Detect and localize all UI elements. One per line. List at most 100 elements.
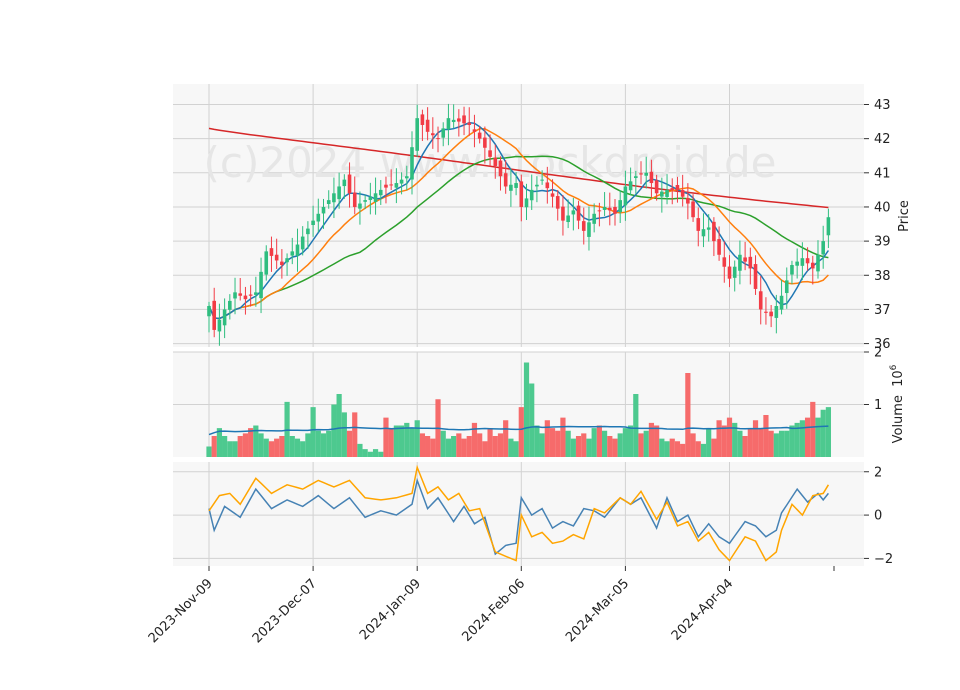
volume-bar xyxy=(409,428,415,457)
candle-body xyxy=(373,193,378,202)
volume-bar xyxy=(461,438,467,457)
candle-body xyxy=(524,198,529,208)
volume-bar xyxy=(331,404,337,457)
volume-bar xyxy=(268,441,275,457)
candle-body xyxy=(316,213,321,222)
y-tick-label: 43 xyxy=(874,98,891,113)
candle-body xyxy=(712,221,716,242)
candle-body xyxy=(259,271,263,299)
volume-bar xyxy=(648,422,655,457)
candle-body xyxy=(457,118,461,122)
volume-bar xyxy=(242,433,249,457)
ma-mid-line xyxy=(208,128,829,320)
y-tick-label: −2 xyxy=(874,552,893,567)
candle-body xyxy=(332,193,336,203)
volume-bar xyxy=(716,420,722,457)
volume-bar xyxy=(425,436,431,457)
volume-bar xyxy=(518,407,524,457)
candle-body xyxy=(571,210,576,215)
volume-bar xyxy=(222,436,228,457)
oscillator-grid xyxy=(173,462,864,566)
volume-bar xyxy=(794,422,800,457)
candle-body xyxy=(363,200,367,202)
candle-body xyxy=(602,206,607,210)
y-tick-label: 0 xyxy=(874,509,882,524)
volume-bar xyxy=(690,433,696,457)
candle-body xyxy=(670,188,675,190)
volume-bar xyxy=(784,430,790,457)
candle-body xyxy=(701,229,706,237)
y-tick-label: 36 xyxy=(874,337,891,352)
volume-bar xyxy=(346,430,353,457)
candle-body xyxy=(228,300,232,310)
candle-body xyxy=(425,119,430,132)
candle-body xyxy=(628,181,633,191)
candle-body xyxy=(493,157,498,166)
candle-body xyxy=(764,311,768,313)
candle-body xyxy=(790,265,794,275)
candle-body xyxy=(509,184,513,191)
candle-body xyxy=(503,173,508,187)
volume-bar xyxy=(508,438,514,457)
candle-body xyxy=(561,206,565,221)
ma-long-line xyxy=(208,127,829,209)
volume-bar xyxy=(773,433,779,457)
candle-body xyxy=(326,200,331,205)
candle-body xyxy=(691,201,695,218)
volume-average-line xyxy=(208,425,829,436)
volume-bar xyxy=(601,430,608,457)
candle-body xyxy=(420,114,425,125)
candle-body xyxy=(285,258,289,263)
volume-bar xyxy=(393,425,399,457)
volume-average xyxy=(208,425,829,436)
candle-body xyxy=(483,137,487,148)
volume-bar xyxy=(799,420,805,457)
candle-body xyxy=(727,266,732,279)
candle-body xyxy=(660,191,664,197)
volume-bar xyxy=(419,433,426,457)
candle-body xyxy=(498,160,503,177)
ma-fast-line xyxy=(208,121,830,320)
volume-bar xyxy=(216,428,223,457)
volume-bar xyxy=(404,422,410,457)
y-tick-label: 1 xyxy=(874,398,882,413)
y-tick-label: 42 xyxy=(874,132,891,147)
volume-bar xyxy=(700,443,707,457)
candle-body xyxy=(514,183,518,188)
volume-bar xyxy=(451,436,457,457)
candle-body xyxy=(535,184,539,187)
volume-bar xyxy=(549,428,556,457)
volume-bar xyxy=(555,430,561,457)
volume-bar xyxy=(612,438,618,457)
candle-body xyxy=(290,251,295,256)
volume-bar xyxy=(232,441,238,457)
candle-body xyxy=(394,183,399,188)
candle-body xyxy=(472,129,477,132)
volume-bar xyxy=(445,438,452,457)
candle-body xyxy=(389,184,393,186)
candle-body xyxy=(816,254,820,272)
candle-body xyxy=(696,218,701,231)
candle-body xyxy=(295,244,300,256)
candle-body xyxy=(748,256,753,269)
volume-bar xyxy=(482,441,488,457)
candle-body xyxy=(613,206,617,214)
volume-bar xyxy=(529,383,535,457)
volume-bar xyxy=(607,436,613,457)
candle-body xyxy=(233,292,237,299)
candle-body xyxy=(607,207,612,211)
candle-body xyxy=(384,184,388,188)
candle-body xyxy=(352,192,357,207)
y-tick-label: 39 xyxy=(874,235,891,250)
volume-bar xyxy=(503,420,509,457)
candle-body xyxy=(451,119,456,123)
volume-bar xyxy=(263,438,269,457)
volume-bar xyxy=(732,422,738,457)
volume-bar xyxy=(789,425,795,457)
volume-bar xyxy=(815,417,821,457)
candle-body xyxy=(644,172,649,176)
candle-body xyxy=(784,280,789,294)
candle-body xyxy=(821,241,825,255)
candle-body xyxy=(300,236,305,250)
